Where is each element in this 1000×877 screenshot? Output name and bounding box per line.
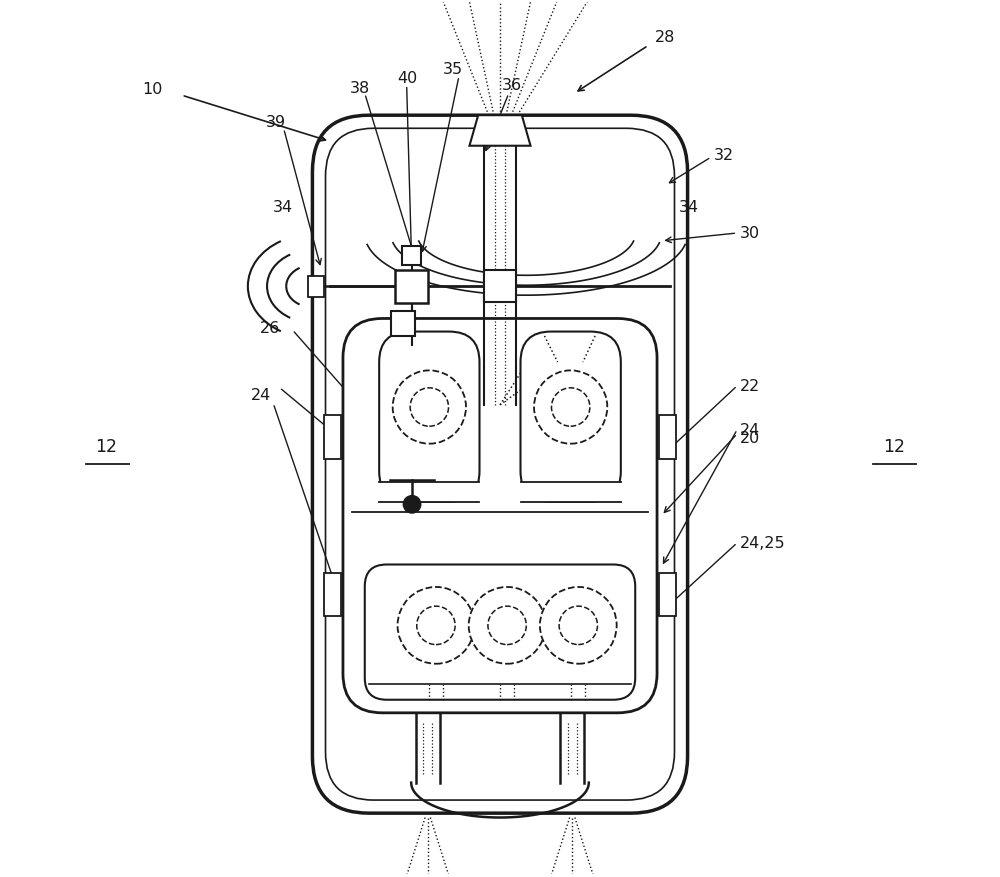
- Text: 30: 30: [740, 226, 760, 241]
- Circle shape: [410, 389, 449, 427]
- Bar: [324, 416, 341, 459]
- Text: 24: 24: [740, 422, 760, 437]
- Bar: [308, 276, 324, 297]
- Text: 34: 34: [273, 200, 293, 215]
- Polygon shape: [469, 116, 531, 146]
- Text: 12: 12: [95, 438, 117, 455]
- Text: 35: 35: [443, 62, 463, 77]
- Circle shape: [469, 588, 546, 664]
- Circle shape: [534, 371, 607, 444]
- Bar: [521, 483, 621, 503]
- FancyBboxPatch shape: [521, 332, 621, 503]
- Circle shape: [488, 607, 526, 645]
- FancyBboxPatch shape: [343, 319, 657, 713]
- Text: 38: 38: [350, 81, 370, 96]
- Bar: [395, 270, 428, 303]
- Text: 24,25: 24,25: [740, 536, 786, 551]
- Text: 24: 24: [251, 388, 272, 403]
- Bar: [484, 271, 516, 303]
- Text: 36: 36: [502, 78, 522, 93]
- Circle shape: [393, 371, 466, 444]
- Bar: [324, 573, 341, 617]
- FancyBboxPatch shape: [312, 116, 688, 813]
- Text: 32: 32: [714, 147, 734, 162]
- Text: 34: 34: [679, 200, 699, 215]
- Text: 12: 12: [883, 438, 905, 455]
- Circle shape: [398, 588, 474, 664]
- FancyBboxPatch shape: [379, 332, 479, 503]
- FancyBboxPatch shape: [365, 565, 635, 700]
- Circle shape: [540, 588, 617, 664]
- Circle shape: [559, 607, 597, 645]
- Bar: [379, 483, 479, 503]
- Circle shape: [417, 607, 455, 645]
- Bar: [391, 312, 415, 337]
- Bar: [659, 416, 676, 459]
- Text: 28: 28: [655, 30, 676, 45]
- Text: 10: 10: [142, 82, 163, 97]
- Text: 20: 20: [740, 431, 760, 446]
- Bar: [659, 573, 676, 617]
- Text: 39: 39: [266, 115, 286, 130]
- Text: 26: 26: [260, 320, 280, 335]
- Circle shape: [403, 496, 421, 513]
- Circle shape: [551, 389, 590, 427]
- Text: 40: 40: [397, 71, 417, 86]
- Bar: [402, 246, 421, 266]
- Text: 22: 22: [740, 379, 760, 394]
